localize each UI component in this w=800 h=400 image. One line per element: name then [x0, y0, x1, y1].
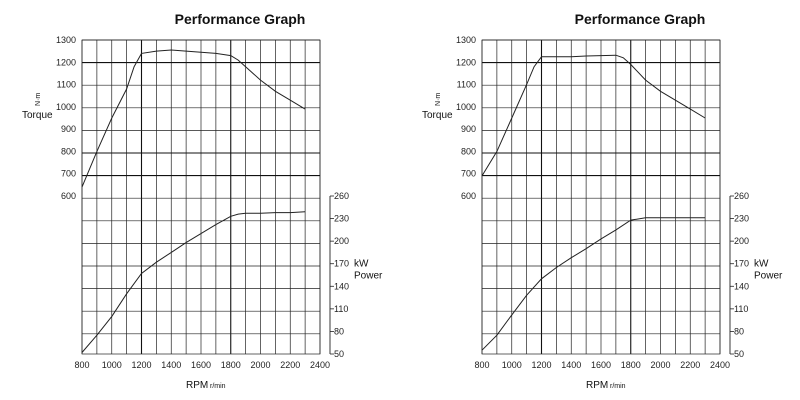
plot-frame: [81, 39, 321, 355]
x-axis-label: RPM: [186, 380, 208, 391]
power-tick-label: 200: [734, 236, 749, 246]
torque-unit-label: N·m: [35, 93, 42, 106]
power-tick-label: 110: [334, 304, 348, 314]
x-tick-label: 1800: [221, 360, 241, 370]
torque-axis-label: Torque: [22, 110, 53, 121]
power-tick-label: 260: [334, 191, 349, 201]
torque-tick-label: 600: [461, 191, 476, 201]
torque-tick-label: 1300: [56, 35, 76, 45]
plot-frame: [481, 39, 721, 355]
power-axis-label: Power: [354, 271, 383, 282]
power-tick-label: 140: [734, 281, 749, 291]
torque-tick-label: 800: [61, 146, 76, 156]
performance-chart-left: Performance Graph 600 700 800 900 1000 1100 120…: [22, 11, 383, 391]
torque-curve: [481, 54, 706, 177]
x-tick-label: 1600: [591, 360, 611, 370]
performance-chart-svg-right: Performance Graph 600 700 800 900 1000 1100 120…: [422, 11, 783, 391]
torque-tick-label: 900: [461, 124, 476, 134]
x-tick-label: 1200: [531, 360, 551, 370]
power-tick-label: 170: [334, 259, 349, 269]
x-tick-label: 1800: [621, 360, 641, 370]
x-tick-label: 1400: [161, 360, 181, 370]
x-tick-label: 1000: [102, 360, 122, 370]
torque-tick-label: 700: [461, 169, 476, 179]
torque-tick-label: 1300: [456, 35, 476, 45]
power-tick-label: 50: [734, 349, 744, 359]
power-curve: [481, 217, 706, 351]
torque-unit-label: N·m: [435, 93, 442, 106]
torque-tick-label: 1100: [57, 80, 76, 90]
torque-axis-label: Torque: [422, 110, 453, 121]
power-tick-label: 110: [734, 304, 748, 314]
x-tick-label: 1200: [131, 360, 151, 370]
power-tick-label: 200: [334, 236, 349, 246]
torque-tick-label: 1200: [456, 57, 476, 67]
power-curve: [81, 211, 306, 353]
x-tick-label: 1400: [561, 360, 581, 370]
power-tick-label: 140: [334, 281, 349, 291]
torque-tick-label: 1000: [456, 102, 476, 112]
x-tick-label: 2000: [250, 360, 270, 370]
power-unit-label: kW: [754, 259, 769, 270]
chart-title: Performance Graph: [575, 11, 706, 27]
x-tick-label: 800: [474, 360, 489, 370]
power-unit-label: kW: [354, 259, 369, 270]
power-tick-label: 230: [334, 214, 349, 224]
x-tick-label: 2000: [650, 360, 670, 370]
x-axis-label: RPM: [586, 380, 608, 391]
power-tick-label: 80: [734, 326, 744, 336]
power-tick-label: 80: [334, 326, 344, 336]
x-tick-label: 800: [74, 360, 89, 370]
power-tick-label: 50: [334, 349, 344, 359]
torque-curve: [81, 49, 306, 188]
torque-tick-label: 1000: [56, 102, 76, 112]
torque-tick-label: 1100: [457, 80, 476, 90]
x-tick-label: 1000: [502, 360, 522, 370]
torque-tick-label: 800: [461, 146, 476, 156]
x-tick-label: 1600: [191, 360, 211, 370]
x-tick-label: 2200: [680, 360, 700, 370]
x-tick-label: 2400: [710, 360, 730, 370]
torque-tick-label: 600: [61, 191, 76, 201]
power-tick-label: 260: [734, 191, 749, 201]
torque-tick-label: 700: [61, 169, 76, 179]
performance-chart-svg-left: Performance Graph 600 700 800 900 1000 1100 120…: [22, 11, 383, 391]
performance-chart-right: Performance Graph 600 700 800 900 1000 1100 120…: [400, 0, 800, 400]
power-tick-label: 170: [734, 259, 749, 269]
x-tick-label: 2200: [280, 360, 300, 370]
power-axis-label: Power: [754, 271, 783, 282]
x-axis-unit: r/min: [610, 383, 626, 390]
torque-tick-label: 900: [61, 124, 76, 134]
x-axis-unit: r/min: [210, 383, 226, 390]
torque-tick-label: 1200: [56, 57, 76, 67]
chart-title: Performance Graph: [175, 11, 306, 27]
power-tick-label: 230: [734, 214, 749, 224]
x-tick-label: 2400: [310, 360, 330, 370]
